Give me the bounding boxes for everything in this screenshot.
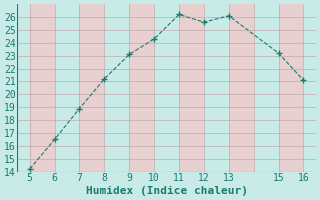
Bar [278,4,303,172]
Bar [179,4,204,172]
Bar [30,4,55,172]
X-axis label: Humidex (Indice chaleur): Humidex (Indice chaleur) [85,186,248,196]
Bar [229,4,254,172]
Bar [79,4,104,172]
Bar [129,4,154,172]
